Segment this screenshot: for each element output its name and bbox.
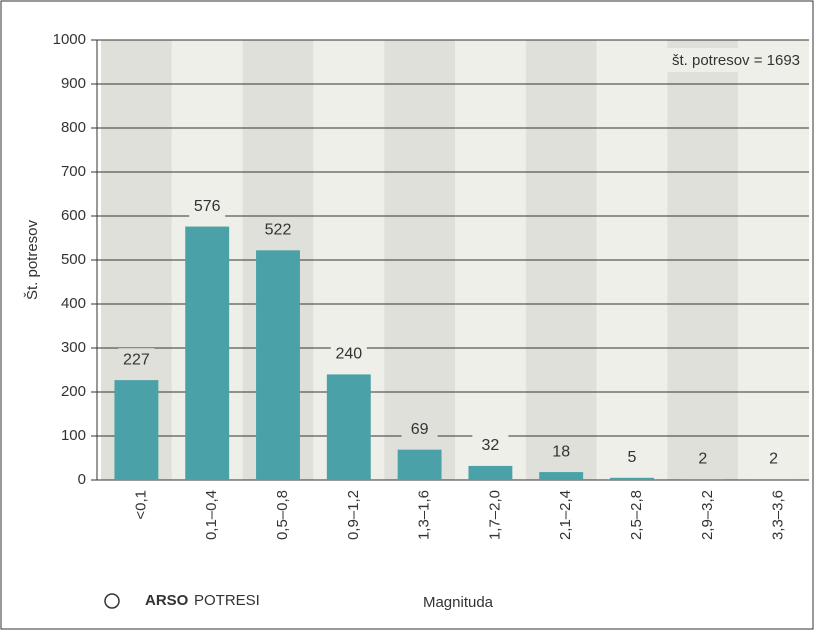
x-tick-label: 2,9–3,2: [699, 490, 716, 540]
x-tick-label: 0,1–0,4: [203, 490, 220, 540]
data-label-bg: [755, 447, 792, 470]
x-tick-label: 3,3–3,6: [770, 490, 787, 540]
x-tick-label: 0,9–1,2: [345, 490, 362, 540]
data-label: 227: [123, 351, 150, 368]
data-label: 240: [335, 346, 362, 363]
y-tick-label: 400: [61, 295, 86, 312]
bar: [397, 449, 442, 480]
data-label-bg: [614, 445, 650, 468]
data-label-bg: [260, 218, 296, 241]
data-label: 5: [628, 449, 637, 466]
data-label-bg: [543, 440, 580, 463]
data-label: 522: [265, 222, 292, 239]
x-tick-label: <0,1: [132, 490, 149, 520]
y-axis-label: Št. potresov: [24, 219, 41, 300]
bar: [680, 479, 725, 480]
data-label: 32: [482, 437, 500, 454]
x-tick-label: 2,5–2,8: [628, 490, 645, 540]
logo-bold: ARSO: [145, 592, 189, 609]
x-tick-label: 1,3–1,6: [416, 490, 433, 540]
x-tick-label: 2,1–2,4: [557, 490, 574, 540]
y-tick-label: 500: [61, 251, 86, 268]
y-tick-label: 900: [61, 75, 86, 92]
data-label-bg: [189, 194, 226, 217]
y-tick-label: 700: [61, 163, 86, 180]
annotation-box: [646, 48, 804, 72]
x-tick-label: 0,5–0,8: [274, 490, 291, 540]
data-label: 69: [411, 421, 429, 438]
bar: [539, 472, 584, 480]
annotation: št. potresov = 1693: [672, 52, 800, 69]
y-tick-label: 600: [61, 207, 86, 224]
data-label: 2: [769, 450, 778, 467]
data-label-bg: [401, 417, 438, 440]
y-tick-label: 200: [61, 383, 86, 400]
y-tick-label: 1000: [53, 31, 86, 48]
logo: ARSO POTRESI: [104, 592, 260, 609]
bar: [468, 465, 513, 480]
data-label-bg: [330, 342, 367, 365]
data-label-bg: [118, 348, 155, 371]
data-label: 18: [552, 443, 570, 460]
bar: [256, 250, 300, 480]
bar: [751, 479, 796, 480]
y-tick-label: 0: [78, 471, 86, 488]
y-tick-label: 100: [61, 427, 86, 444]
y-tick-label: 800: [61, 119, 86, 136]
bar: [326, 374, 371, 480]
logo-icon: [104, 593, 120, 609]
logo-text: POTRESI: [194, 592, 260, 609]
bar: [185, 226, 230, 480]
bar: [610, 477, 654, 480]
x-tick-label: 1,7–2,0: [486, 490, 503, 540]
data-label: 576: [194, 198, 221, 215]
data-label-bg: [684, 447, 721, 470]
data-label-bg: [472, 433, 509, 456]
x-axis-label: Magnituda: [423, 594, 494, 611]
y-tick-label: 300: [61, 339, 86, 356]
data-label: 2: [698, 450, 707, 467]
bar: [114, 380, 159, 480]
